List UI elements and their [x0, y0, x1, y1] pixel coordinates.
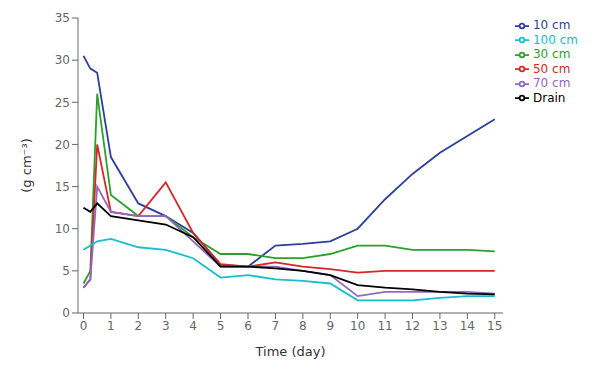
svg-text:0: 0 — [80, 319, 88, 333]
html-text:10 cm: 10 cm — [533, 18, 571, 32]
svg-text:8: 8 — [299, 319, 307, 333]
svg-text:12: 12 — [405, 319, 420, 333]
svg-text:30: 30 — [55, 53, 70, 67]
html-text:100 cm: 100 cm — [533, 32, 578, 47]
svg-text:1: 1 — [107, 319, 115, 333]
svg-text:20: 20 — [55, 138, 70, 152]
svg-text:4: 4 — [189, 319, 197, 333]
svg-text:10: 10 — [350, 319, 365, 333]
html-text:70 cm: 70 cm — [533, 76, 571, 90]
svg-text:5: 5 — [62, 264, 70, 278]
svg-text:9: 9 — [326, 319, 334, 333]
svg-text:0: 0 — [62, 306, 70, 320]
svg-text:25: 25 — [55, 96, 70, 110]
svg-text:13: 13 — [432, 319, 447, 333]
svg-text:15: 15 — [55, 180, 70, 194]
svg-text:2: 2 — [135, 319, 143, 333]
svg-text:35: 35 — [55, 11, 70, 25]
html-text:50 cm: 50 cm — [533, 61, 571, 76]
svg-text:7: 7 — [272, 319, 280, 333]
svg-text:5: 5 — [217, 319, 225, 333]
svg-text:6: 6 — [244, 319, 252, 333]
svg-text:(g cm⁻³): (g cm⁻³) — [19, 138, 34, 192]
svg-text:11: 11 — [377, 319, 392, 333]
svg-text:15: 15 — [487, 319, 502, 333]
svg-text:14: 14 — [460, 319, 475, 333]
svg-text:10: 10 — [55, 222, 70, 236]
html-text:30 cm: 30 cm — [533, 47, 571, 61]
html-text:Drain: Drain — [533, 90, 566, 105]
svg-text:3: 3 — [162, 319, 170, 333]
svg-text:Time (day): Time (day) — [254, 344, 325, 359]
